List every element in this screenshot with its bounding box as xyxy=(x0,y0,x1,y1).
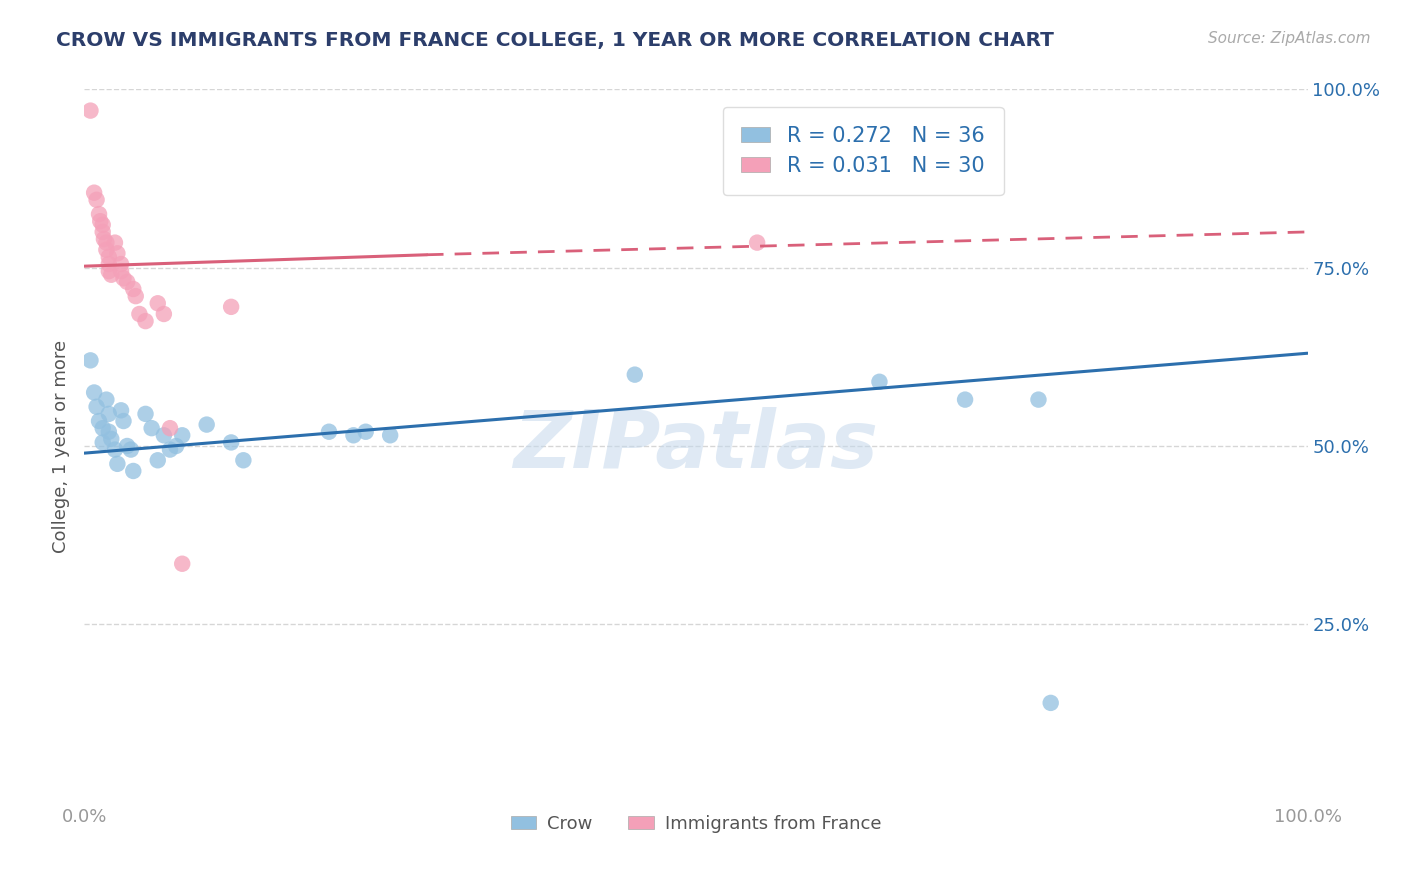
Point xyxy=(120,442,142,457)
Point xyxy=(953,392,976,407)
Point xyxy=(86,400,108,414)
Point xyxy=(115,439,138,453)
Point xyxy=(219,300,242,314)
Text: ZIPatlas: ZIPatlas xyxy=(513,407,879,485)
Point xyxy=(172,428,194,442)
Point xyxy=(141,421,163,435)
Point xyxy=(165,439,187,453)
Point xyxy=(624,368,647,382)
Y-axis label: College, 1 year or more: College, 1 year or more xyxy=(52,340,70,552)
Point xyxy=(87,207,110,221)
Point xyxy=(747,235,769,250)
Point xyxy=(97,257,120,271)
Point xyxy=(342,428,364,442)
Point xyxy=(146,296,169,310)
Point xyxy=(96,243,118,257)
Point xyxy=(83,186,105,200)
Text: Source: ZipAtlas.com: Source: ZipAtlas.com xyxy=(1208,31,1371,46)
Point xyxy=(112,414,135,428)
Point xyxy=(79,103,101,118)
Point xyxy=(100,432,122,446)
Point xyxy=(172,557,194,571)
Point xyxy=(153,428,176,442)
Point xyxy=(125,289,148,303)
Point xyxy=(869,375,891,389)
Point xyxy=(159,421,181,435)
Point xyxy=(219,435,242,450)
Point xyxy=(97,425,120,439)
Point xyxy=(91,218,114,232)
Point xyxy=(110,264,132,278)
Point xyxy=(159,442,181,457)
Point xyxy=(79,353,101,368)
Point xyxy=(104,442,127,457)
Point xyxy=(96,235,118,250)
Point xyxy=(96,392,118,407)
Legend: Crow, Immigrants from France: Crow, Immigrants from France xyxy=(503,808,889,840)
Point xyxy=(232,453,254,467)
Point xyxy=(110,257,132,271)
Point xyxy=(105,457,128,471)
Point xyxy=(97,264,120,278)
Point xyxy=(87,414,110,428)
Point xyxy=(83,385,105,400)
Text: CROW VS IMMIGRANTS FROM FRANCE COLLEGE, 1 YEAR OR MORE CORRELATION CHART: CROW VS IMMIGRANTS FROM FRANCE COLLEGE, … xyxy=(56,31,1054,50)
Point xyxy=(122,464,145,478)
Point xyxy=(380,428,402,442)
Point xyxy=(135,407,157,421)
Point xyxy=(115,275,138,289)
Point xyxy=(122,282,145,296)
Point xyxy=(100,268,122,282)
Point xyxy=(1028,392,1050,407)
Point xyxy=(104,235,127,250)
Point xyxy=(97,250,120,264)
Point xyxy=(86,193,108,207)
Point xyxy=(153,307,176,321)
Point xyxy=(110,403,132,417)
Point xyxy=(1039,696,1062,710)
Point xyxy=(135,314,157,328)
Point xyxy=(91,225,114,239)
Point xyxy=(97,407,120,421)
Point xyxy=(354,425,377,439)
Point xyxy=(318,425,340,439)
Point xyxy=(93,232,115,246)
Point xyxy=(112,271,135,285)
Point xyxy=(128,307,150,321)
Point xyxy=(105,246,128,260)
Point xyxy=(91,435,114,450)
Point xyxy=(195,417,218,432)
Point xyxy=(89,214,111,228)
Point xyxy=(91,421,114,435)
Point xyxy=(146,453,169,467)
